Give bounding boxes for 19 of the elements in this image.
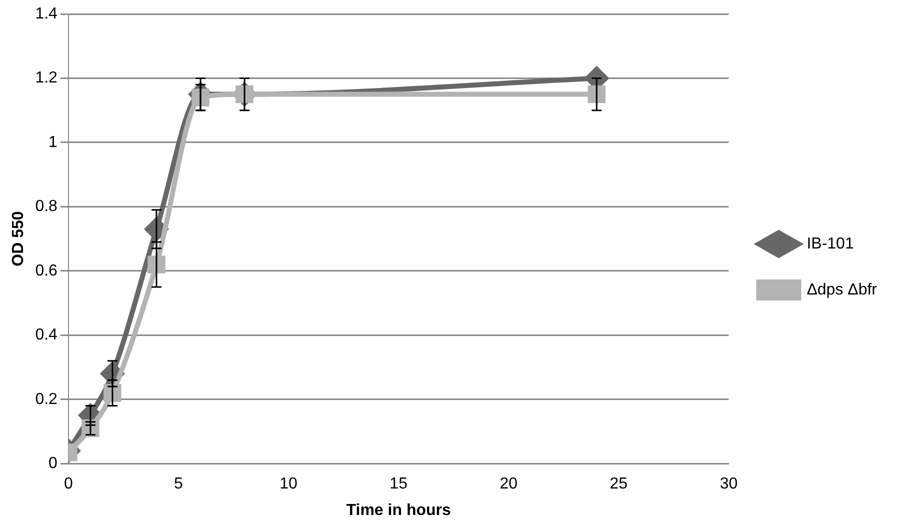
y-tick-label: 0.6 — [35, 262, 58, 280]
x-tick-label: 25 — [610, 476, 628, 493]
y-tick-label: 0.4 — [35, 326, 58, 344]
x-tick-label: 0 — [64, 476, 73, 493]
y-tick-label: 0 — [48, 455, 58, 472]
x-tick-label: 30 — [720, 476, 738, 493]
y-tick-label: 1.2 — [35, 70, 58, 87]
y-tick-label: 1.4 — [35, 5, 58, 22]
x-tick-label: 15 — [390, 476, 408, 493]
y-tick-label: 0.8 — [35, 198, 58, 216]
x-tick-label: 5 — [174, 476, 184, 493]
y-tick-label: 0.2 — [35, 390, 58, 408]
x-tick-label: 10 — [280, 476, 298, 493]
legend-label: IB-101 — [806, 235, 854, 252]
x-axis-title: Time in hours — [346, 502, 451, 519]
y-tick-label: 1 — [48, 134, 58, 151]
legend-label: Δdps Δbfr — [806, 281, 878, 298]
y-axis-title: OD 550 — [10, 211, 28, 266]
x-tick-label: 20 — [500, 476, 518, 493]
